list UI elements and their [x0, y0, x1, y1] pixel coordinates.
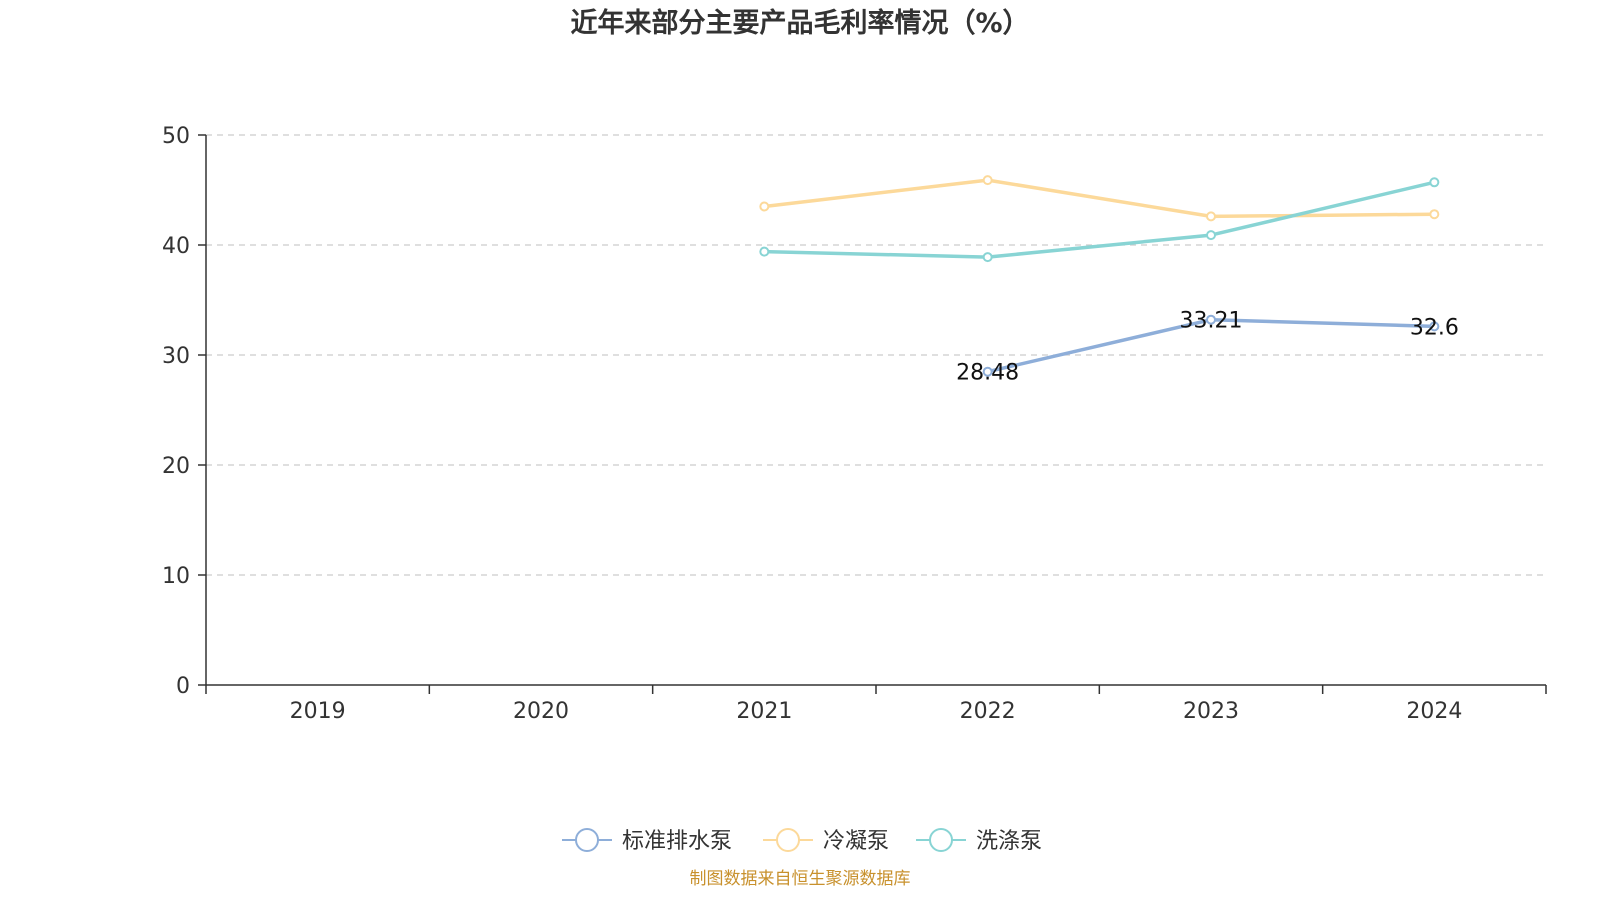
chart-title: 近年来部分主要产品毛利率情况（%）: [570, 7, 1029, 39]
legend-marker: [575, 828, 599, 852]
legend-label: 冷凝泵: [823, 829, 889, 854]
legend-item-1[interactable]: 冷凝泵: [763, 828, 889, 854]
data-point: [1429, 321, 1440, 332]
series-lines: [759, 175, 1440, 377]
x-tick-label: 2019: [290, 699, 346, 724]
data-point: [1429, 209, 1440, 220]
series-line-1: [762, 178, 1437, 219]
data-label: 32.6: [1410, 315, 1459, 340]
series-line-2: [762, 180, 1437, 259]
data-label: 33.21: [1180, 309, 1243, 334]
data-point: [982, 366, 993, 377]
legend-label: 洗涤泵: [976, 829, 1042, 854]
legend-marker: [776, 828, 800, 852]
data-labels: 28.48 33.21 32.6: [956, 309, 1459, 386]
data-point: [759, 201, 770, 212]
legend[interactable]: 标准排水泵 冷凝泵 洗涤泵: [562, 828, 1042, 854]
data-point: [1429, 177, 1440, 188]
data-point: [1206, 211, 1216, 222]
y-tick-label: 30: [162, 344, 190, 369]
axes: 0 10 20 30 40 50 2019 2020 2021 2022 2023 2024: [162, 124, 1547, 724]
data-point: [759, 246, 770, 257]
y-tick-label: 20: [162, 454, 190, 479]
x-tick-label: 2024: [1406, 699, 1462, 724]
gridlines: [206, 134, 1546, 576]
data-point: [982, 252, 993, 263]
x-tick-label: 2023: [1183, 699, 1239, 724]
legend-marker: [929, 828, 953, 852]
legend-item-0[interactable]: 标准排水泵: [562, 828, 732, 854]
y-tick-label: 10: [162, 564, 190, 589]
legend-item-2[interactable]: 洗涤泵: [916, 828, 1042, 854]
source-note: 制图数据来自恒生聚源数据库: [690, 869, 911, 889]
data-point: [982, 175, 993, 186]
x-tick-label: 2020: [513, 699, 569, 724]
data-point: [1206, 230, 1216, 241]
x-tick-label: 2021: [736, 699, 792, 724]
data-label: 28.48: [956, 361, 1019, 386]
y-tick-label: 50: [162, 124, 190, 149]
legend-label: 标准排水泵: [622, 829, 732, 854]
x-tick-label: 2022: [960, 699, 1016, 724]
data-point: [1206, 314, 1216, 325]
y-tick-label: 0: [176, 674, 190, 699]
y-tick-label: 40: [162, 234, 190, 259]
